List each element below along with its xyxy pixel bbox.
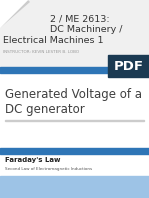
Bar xyxy=(108,55,149,77)
Text: Second Law of Electromagnetic Inductions: Second Law of Electromagnetic Inductions xyxy=(5,167,92,171)
Text: 2 / ME 2613:: 2 / ME 2613: xyxy=(50,14,110,23)
Polygon shape xyxy=(0,0,28,28)
Bar xyxy=(0,73,149,198)
Bar xyxy=(0,176,149,198)
Polygon shape xyxy=(0,0,30,28)
Text: Electrical Machines 1: Electrical Machines 1 xyxy=(3,36,104,45)
Text: Generated Voltage of a: Generated Voltage of a xyxy=(5,88,142,101)
Text: Faraday's Law: Faraday's Law xyxy=(5,157,60,163)
Bar xyxy=(0,67,149,73)
Text: PDF: PDF xyxy=(114,60,143,72)
Bar xyxy=(0,0,149,67)
Text: DC Machinery /: DC Machinery / xyxy=(50,25,122,34)
Text: INSTRUCTOR: KEVIN LESTER B. LOBO: INSTRUCTOR: KEVIN LESTER B. LOBO xyxy=(3,50,79,54)
Bar xyxy=(0,154,149,198)
Bar xyxy=(0,148,149,154)
Text: DC generator: DC generator xyxy=(5,103,85,116)
Bar xyxy=(5,120,144,121)
